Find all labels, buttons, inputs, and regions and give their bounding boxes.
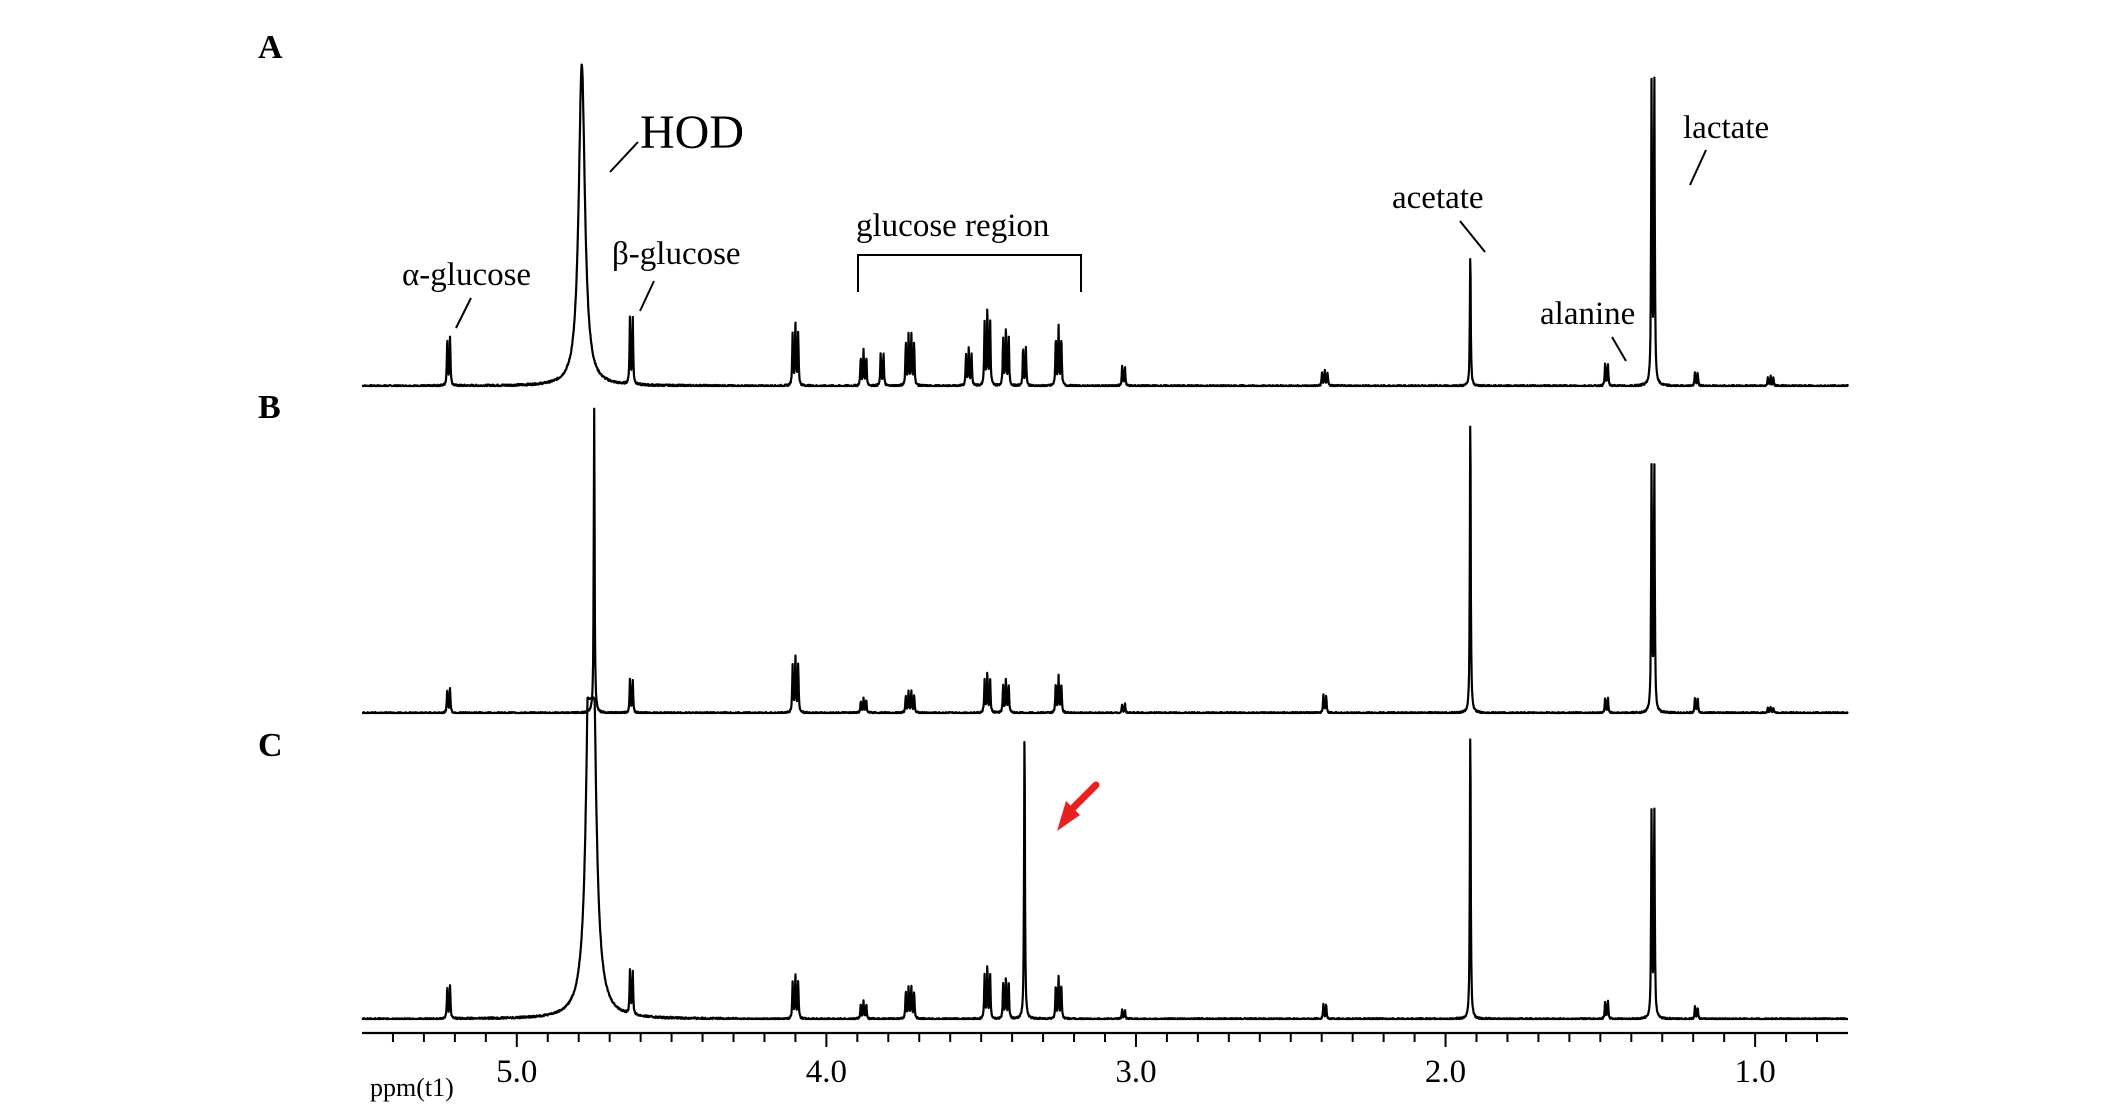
panel-label-c: C	[258, 727, 283, 764]
pointer-hod	[609, 141, 639, 173]
pointer-alpha-glucose	[455, 297, 472, 329]
x-tick-label: 3.0	[1115, 1054, 1156, 1090]
label-alpha-glucose: α-glucose	[402, 257, 531, 293]
pointer-beta-glucose	[639, 280, 655, 312]
panel-label-b: B	[258, 389, 281, 426]
x-tick-label: 4.0	[806, 1054, 847, 1090]
label-hod: HOD	[640, 106, 744, 159]
pointer-lactate	[1689, 149, 1707, 186]
glucose-region-bracket	[857, 254, 1082, 292]
x-axis-tick-labels: 5.0 4.0 3.0 2.0 1.0	[496, 1054, 1776, 1090]
x-axis-unit-label: ppm(t1)	[370, 1073, 454, 1102]
spectrum-trace-c	[361, 696, 1849, 1021]
marker-arrow	[1057, 781, 1100, 831]
arrow-shaft	[1068, 781, 1100, 813]
arrow-head	[1057, 801, 1080, 831]
x-axis-ticks	[391, 1033, 1819, 1047]
spectrum-trace-b	[361, 407, 1849, 715]
x-tick-label: 2.0	[1425, 1054, 1466, 1090]
label-beta-glucose: β-glucose	[612, 236, 741, 272]
spectrum-trace-a	[361, 63, 1850, 388]
label-alanine: alanine	[1540, 296, 1635, 332]
label-glucose-region: glucose region	[856, 208, 1049, 244]
pointer-acetate	[1459, 220, 1486, 253]
label-lactate: lactate	[1683, 110, 1769, 146]
panel-label-a: A	[258, 29, 283, 66]
label-acetate: acetate	[1392, 180, 1484, 216]
x-tick-label: 1.0	[1735, 1054, 1776, 1090]
x-tick-label: 5.0	[496, 1054, 537, 1090]
pointer-alanine	[1611, 336, 1627, 362]
